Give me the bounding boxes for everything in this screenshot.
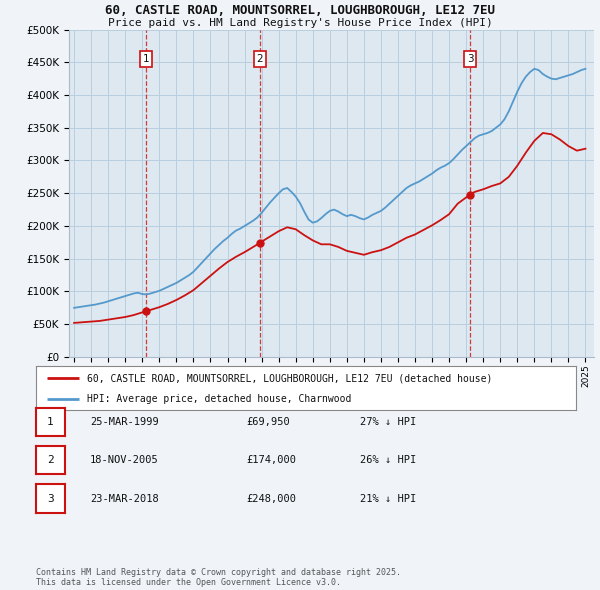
Text: 21% ↓ HPI: 21% ↓ HPI <box>360 494 416 503</box>
Text: 1: 1 <box>143 54 149 64</box>
Text: £69,950: £69,950 <box>246 417 290 427</box>
Text: Price paid vs. HM Land Registry's House Price Index (HPI): Price paid vs. HM Land Registry's House … <box>107 18 493 28</box>
Text: 25-MAR-1999: 25-MAR-1999 <box>90 417 159 427</box>
Text: 3: 3 <box>467 54 473 64</box>
Text: HPI: Average price, detached house, Charnwood: HPI: Average price, detached house, Char… <box>88 394 352 404</box>
Text: Contains HM Land Registry data © Crown copyright and database right 2025.
This d: Contains HM Land Registry data © Crown c… <box>36 568 401 587</box>
Text: 23-MAR-2018: 23-MAR-2018 <box>90 494 159 503</box>
Text: 3: 3 <box>47 494 54 503</box>
Text: 60, CASTLE ROAD, MOUNTSORREL, LOUGHBOROUGH, LE12 7EU (detached house): 60, CASTLE ROAD, MOUNTSORREL, LOUGHBOROU… <box>88 373 493 383</box>
Text: 1: 1 <box>47 417 54 427</box>
Text: £248,000: £248,000 <box>246 494 296 503</box>
Text: 60, CASTLE ROAD, MOUNTSORREL, LOUGHBOROUGH, LE12 7EU: 60, CASTLE ROAD, MOUNTSORREL, LOUGHBOROU… <box>105 4 495 17</box>
Text: £174,000: £174,000 <box>246 455 296 465</box>
Text: 26% ↓ HPI: 26% ↓ HPI <box>360 455 416 465</box>
Text: 18-NOV-2005: 18-NOV-2005 <box>90 455 159 465</box>
Text: 2: 2 <box>47 455 54 465</box>
Text: 2: 2 <box>256 54 263 64</box>
Text: 27% ↓ HPI: 27% ↓ HPI <box>360 417 416 427</box>
